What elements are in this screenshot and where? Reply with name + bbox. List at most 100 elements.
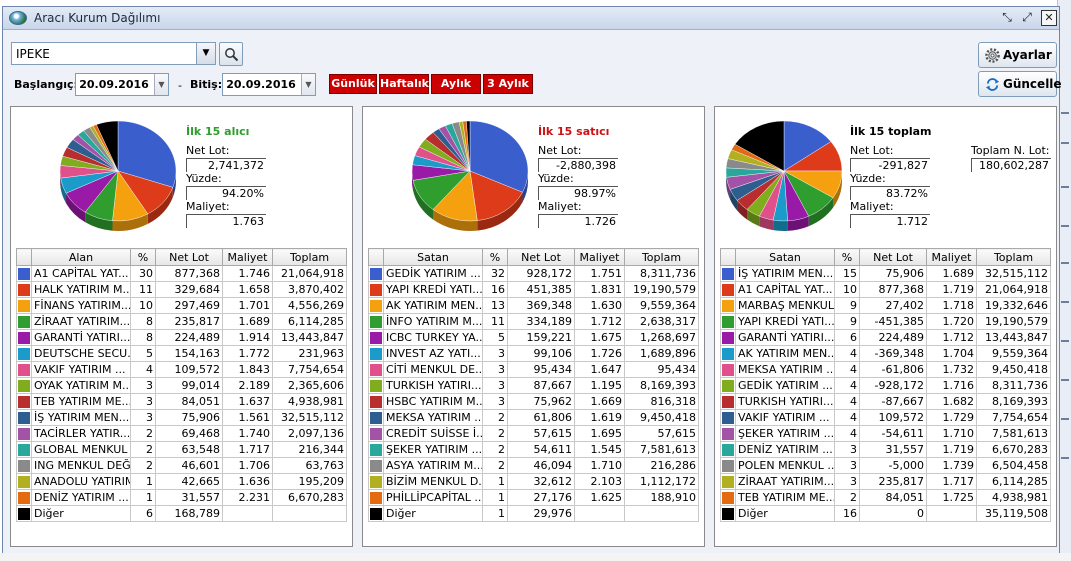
table-row[interactable]: GARANTİ YATIRI... 6 224,489 1.712 13,443,847 (720, 329, 1051, 346)
pie-slice[interactable] (117, 120, 177, 188)
table-row[interactable]: TURKISH YATIRI... 3 87,667 1.195 8,169,393 (368, 377, 699, 394)
col-pct-header[interactable]: % (130, 248, 156, 266)
col-name-header[interactable]: Alan (31, 248, 131, 266)
table-row[interactable]: İŞ YATIRIM MEN... 3 75,906 1.561 32,515,112 (16, 409, 347, 426)
table-row[interactable]: CREDİT SUİSSE İ... 2 57,615 1.695 57,615 (368, 425, 699, 442)
table-row[interactable]: AK YATIRIM MEN... 4 -369,348 1.704 9,559,364 (720, 345, 1051, 362)
start-date-dropdown-icon[interactable]: ▼ (154, 74, 168, 95)
minimize-icon[interactable]: ⤡ (1002, 10, 1012, 24)
table-row[interactable]: ZİRAAT YATIRIM... 8 235,817 1.689 6,114,285 (16, 313, 347, 330)
pie-slice[interactable] (469, 120, 529, 193)
end-date-dropdown-icon[interactable]: ▼ (301, 74, 315, 95)
pie-slice[interactable] (466, 120, 471, 172)
broker-name-cell: MEKSA YATIRIM ... (383, 409, 483, 426)
pct-cell: 10 (130, 297, 156, 314)
table-row[interactable]: GEDİK YATIRIM ... 4 -928,172 1.716 8,311,736 (720, 377, 1051, 394)
table-row[interactable]: MEKSA YATIRIM ... 2 61,806 1.619 9,450,418 (368, 409, 699, 426)
table-row[interactable]: TEB YATIRIM ME... 2 84,051 1.725 4,938,981 (720, 489, 1051, 506)
table-row[interactable]: GEDİK YATIRIM ... 32 928,172 1.751 8,311,736 (368, 265, 699, 282)
col-pct-header[interactable]: % (482, 248, 508, 266)
table-row[interactable]: AK YATIRIM MEN... 13 369,348 1.630 9,559,364 (368, 297, 699, 314)
table-row[interactable]: FİNANS YATIRIM... 10 297,469 1.701 4,556,269 (16, 297, 347, 314)
table-row[interactable]: DENİZ YATIRIM ... 1 31,557 2.231 6,670,283 (16, 489, 347, 506)
col-cost-header[interactable]: Maliyet (926, 248, 977, 266)
col-pct-header[interactable]: % (834, 248, 860, 266)
table-row[interactable]: Diğer 1 29,976 (368, 505, 699, 522)
refresh-button[interactable]: Güncelle (978, 71, 1062, 97)
close-icon[interactable]: ✕ (1041, 10, 1057, 26)
table-row[interactable]: A1 CAPİTAL YAT... 30 877,368 1.746 21,064,91… (16, 265, 347, 282)
period-daily-button[interactable]: Günlük (329, 74, 377, 94)
table-row[interactable]: VAKIF YATIRIM ... 4 109,572 1.729 7,754,654 (720, 409, 1051, 426)
table-row[interactable]: HSBC YATIRIM M... 3 75,962 1.669 816,318 (368, 393, 699, 410)
table-row[interactable]: TACİRLER YATIR... 2 69,468 1.740 2,097,136 (16, 425, 347, 442)
table-row[interactable]: Diğer 16 0 35,119,508 (720, 505, 1051, 522)
col-name-header[interactable]: Satan (735, 248, 835, 266)
dropdown-arrow-icon[interactable]: ▼ (196, 43, 215, 64)
col-name-header[interactable]: Satan (383, 248, 483, 266)
table-row[interactable]: İNFO YATIRIM M... 11 334,189 1.712 2,638,317 (368, 313, 699, 330)
col-swatch-header[interactable] (720, 248, 736, 266)
col-netlot-header[interactable]: Net Lot (859, 248, 927, 266)
start-date-field[interactable]: 20.09.2016 ▼ (75, 73, 169, 96)
settings-button[interactable]: Ayarlar (978, 42, 1057, 68)
table-row[interactable]: A1 CAPİTAL YAT... 10 877,368 1.719 21,064,91… (720, 281, 1051, 298)
maximize-icon[interactable]: ⤢ (1022, 10, 1032, 24)
color-swatch-cell (720, 377, 736, 394)
table-row[interactable]: CİTİ MENKUL DE... 3 95,434 1.647 95,434 (368, 361, 699, 378)
col-swatch-header[interactable] (16, 248, 32, 266)
table-row[interactable]: GARANTİ YATIRI... 8 224,489 1.914 13,443,847 (16, 329, 347, 346)
table-row[interactable]: OYAK YATIRIM M... 3 99,014 2.189 2,365,606 (16, 377, 347, 394)
table-row[interactable]: POLEN MENKUL ... 3 -5,000 1.739 6,504,458 (720, 457, 1051, 474)
period-monthly-button[interactable]: Aylık (431, 74, 481, 94)
cost-cell: 1.682 (926, 393, 977, 410)
table-row[interactable]: ŞEKER YATIRIM ... 4 -54,611 1.710 7,581,613 (720, 425, 1051, 442)
table-row[interactable]: MEKSA YATIRIM ... 4 -61,806 1.732 9,450,418 (720, 361, 1051, 378)
table-row[interactable]: ŞEKER YATIRIM ... 2 54,611 1.545 7,581,613 (368, 441, 699, 458)
table-row[interactable]: PHİLLİPCAPİTAL ... 1 27,176 1.625 188,910 (368, 489, 699, 506)
col-swatch-header[interactable] (368, 248, 384, 266)
table-row[interactable]: BİZİM MENKUL D... 1 32,612 2.103 1,112,172 (368, 473, 699, 490)
period-weekly-button[interactable]: Haftalık (379, 74, 429, 94)
table-row[interactable]: TEB YATIRIM ME... 3 84,051 1.637 4,938,981 (16, 393, 347, 410)
symbol-combo[interactable]: IPEKE ▼ (11, 42, 216, 65)
table-row[interactable]: ASYA YATIRIM M... 2 46,094 1.710 216,286 (368, 457, 699, 474)
col-netlot-header[interactable]: Net Lot (155, 248, 223, 266)
color-swatch (370, 491, 382, 504)
pie-slice[interactable] (96, 120, 119, 172)
table-row[interactable]: ZİRAAT YATIRIM... 3 235,817 1.717 6,114,285 (720, 473, 1051, 490)
table-row[interactable]: DENİZ YATIRIM ... 3 31,557 1.719 6,670,283 (720, 441, 1051, 458)
pie-slice-side (413, 180, 434, 220)
pct-cell: 3 (130, 393, 156, 410)
table-row[interactable]: HALK YATIRIM M... 11 329,684 1.658 3,870,402 (16, 281, 347, 298)
cost-cell: 1.689 (222, 313, 273, 330)
col-total-header[interactable]: Toplam (624, 248, 699, 266)
search-button[interactable] (219, 42, 243, 66)
table-row[interactable]: INVEST AZ YATI... 3 99,106 1.726 1,689,896 (368, 345, 699, 362)
end-date-field[interactable]: 20.09.2016 ▼ (222, 73, 316, 96)
table-row[interactable]: TURKISH YATIRI... 4 -87,667 1.682 8,169,393 (720, 393, 1051, 410)
table-row[interactable]: YAPI KREDİ YATI... 16 451,385 1.831 19,190,5… (368, 281, 699, 298)
table-row[interactable]: ING MENKUL DEĞ... 2 46,601 1.706 63,763 (16, 457, 347, 474)
pie-slice[interactable] (734, 120, 785, 172)
pie-slice[interactable] (783, 120, 832, 172)
table-row[interactable]: İŞ YATIRIM MEN... 15 75,906 1.689 32,515,112 (720, 265, 1051, 282)
col-cost-header[interactable]: Maliyet (222, 248, 273, 266)
table-row[interactable]: DEUTSCHE SECU... 5 154,163 1.772 231,963 (16, 345, 347, 362)
table-row[interactable]: MARBAŞ MENKUL... 9 27,402 1.718 19,332,646 (720, 297, 1051, 314)
cost-cell: 1.717 (222, 441, 273, 458)
color-swatch (18, 299, 30, 312)
total-cell: 8,169,393 (624, 377, 699, 394)
period-3month-button[interactable]: 3 Aylık (483, 74, 533, 94)
table-row[interactable]: Diğer 6 168,789 (16, 505, 347, 522)
table-row[interactable]: VAKIF YATIRIM ... 4 109,572 1.843 7,754,654 (16, 361, 347, 378)
table-row[interactable]: ICBC TURKEY YA... 5 159,221 1.675 1,268,697 (368, 329, 699, 346)
col-total-header[interactable]: Toplam (272, 248, 347, 266)
col-cost-header[interactable]: Maliyet (574, 248, 625, 266)
col-total-header[interactable]: Toplam (976, 248, 1051, 266)
pie-slice[interactable] (469, 170, 523, 221)
col-netlot-header[interactable]: Net Lot (507, 248, 575, 266)
table-row[interactable]: YAPI KREDİ YATI... 9 -451,385 1.720 19,190,5… (720, 313, 1051, 330)
